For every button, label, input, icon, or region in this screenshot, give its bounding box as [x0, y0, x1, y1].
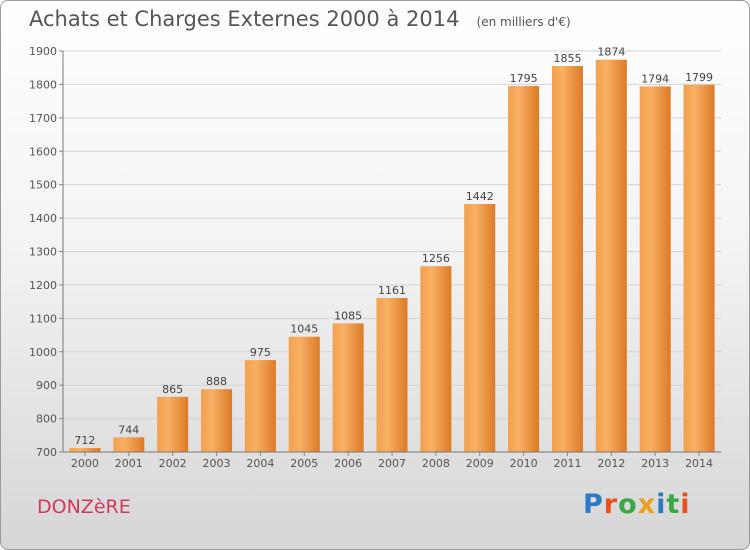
- bar-2008: [420, 266, 452, 452]
- data-label-2003: 888: [206, 375, 227, 388]
- bar-2003: [201, 389, 233, 452]
- x-tick-label: 2011: [553, 457, 581, 470]
- y-tick-label: 1500: [29, 179, 57, 192]
- x-tick-label: 2014: [685, 457, 713, 470]
- bar-2010: [508, 86, 540, 453]
- x-tick-label: 2007: [378, 457, 406, 470]
- bar-2005: [288, 336, 320, 452]
- x-tick-label: 2003: [203, 457, 231, 470]
- data-label-2000: 712: [74, 434, 95, 447]
- bar-2013: [639, 86, 671, 453]
- y-tick-label: 1700: [29, 112, 57, 125]
- data-label-2010: 1795: [510, 72, 538, 85]
- y-tick-label: 1200: [29, 279, 57, 292]
- logo-letter: i: [680, 489, 691, 520]
- chart-title: Achats et Charges Externes 2000 à 2014 (…: [29, 7, 571, 31]
- data-label-2004: 975: [250, 346, 271, 359]
- data-label-2014: 1799: [685, 71, 713, 84]
- data-label-2012: 1874: [597, 46, 625, 59]
- x-tick-label: 2013: [641, 457, 669, 470]
- subtitle-text: (en milliers d'€): [476, 15, 571, 29]
- bar-2011: [551, 66, 583, 452]
- x-tick-label: 2009: [466, 457, 494, 470]
- data-label-2008: 1256: [422, 252, 450, 265]
- bar-2001: [113, 437, 145, 452]
- logo-letter: P: [583, 489, 604, 520]
- y-tick-label: 1600: [29, 145, 57, 158]
- data-label-2013: 1794: [641, 72, 669, 85]
- axes: 700 800 900 1000 1100 1200 1300 1400 1500 1600 170…: [29, 45, 721, 470]
- bar-2012: [595, 59, 627, 453]
- y-tick-label: 1000: [29, 346, 57, 359]
- data-label-2007: 1161: [378, 284, 406, 297]
- x-tick-label: 2008: [422, 457, 450, 470]
- y-tick-label: 1900: [29, 45, 57, 58]
- y-tick-label: 1400: [29, 212, 57, 225]
- x-tick-label: 2002: [159, 457, 187, 470]
- y-tick-label: 900: [36, 379, 57, 392]
- data-label-2001: 744: [118, 423, 139, 436]
- logo-letter: t: [666, 489, 681, 520]
- logo-letter: x: [637, 489, 657, 520]
- y-tick-label: 700: [36, 446, 57, 459]
- logo-letter: o: [618, 489, 638, 520]
- x-tick-label: 2004: [246, 457, 274, 470]
- proxiti-logo: Proxiti: [583, 489, 691, 520]
- x-tick-label: 2001: [115, 457, 143, 470]
- bar-2006: [332, 323, 364, 452]
- bar-2002: [157, 396, 189, 452]
- data-label-2006: 1085: [334, 309, 362, 322]
- x-tick-label: 2010: [510, 457, 538, 470]
- y-tick-label: 1300: [29, 246, 57, 259]
- logo-letter: i: [656, 489, 667, 520]
- y-tick-label: 1100: [29, 312, 57, 325]
- bar-2014: [683, 84, 715, 453]
- bar-2004: [244, 360, 276, 452]
- y-tick-label: 1800: [29, 78, 57, 91]
- x-tick-label: 2012: [597, 457, 625, 470]
- logo-letter: r: [603, 489, 619, 520]
- bars: 712 744 865 888 975 1045 1085 1161 1256 1442 1795 1…: [69, 46, 715, 453]
- data-label-2011: 1855: [553, 52, 581, 65]
- data-label-2002: 865: [162, 383, 183, 396]
- data-label-2005: 1045: [290, 323, 318, 336]
- bar-2000: [69, 447, 101, 452]
- location-label: DONZèRE: [37, 496, 131, 518]
- x-tick-label: 2005: [290, 457, 318, 470]
- x-tick-label: 2006: [334, 457, 362, 470]
- y-tick-label: 800: [36, 413, 57, 426]
- title-text: Achats et Charges Externes 2000 à 2014: [29, 7, 460, 31]
- data-label-2009: 1442: [466, 190, 494, 203]
- bar-2007: [376, 297, 408, 452]
- x-tick-label: 2000: [71, 457, 99, 470]
- bar-2009: [464, 204, 496, 452]
